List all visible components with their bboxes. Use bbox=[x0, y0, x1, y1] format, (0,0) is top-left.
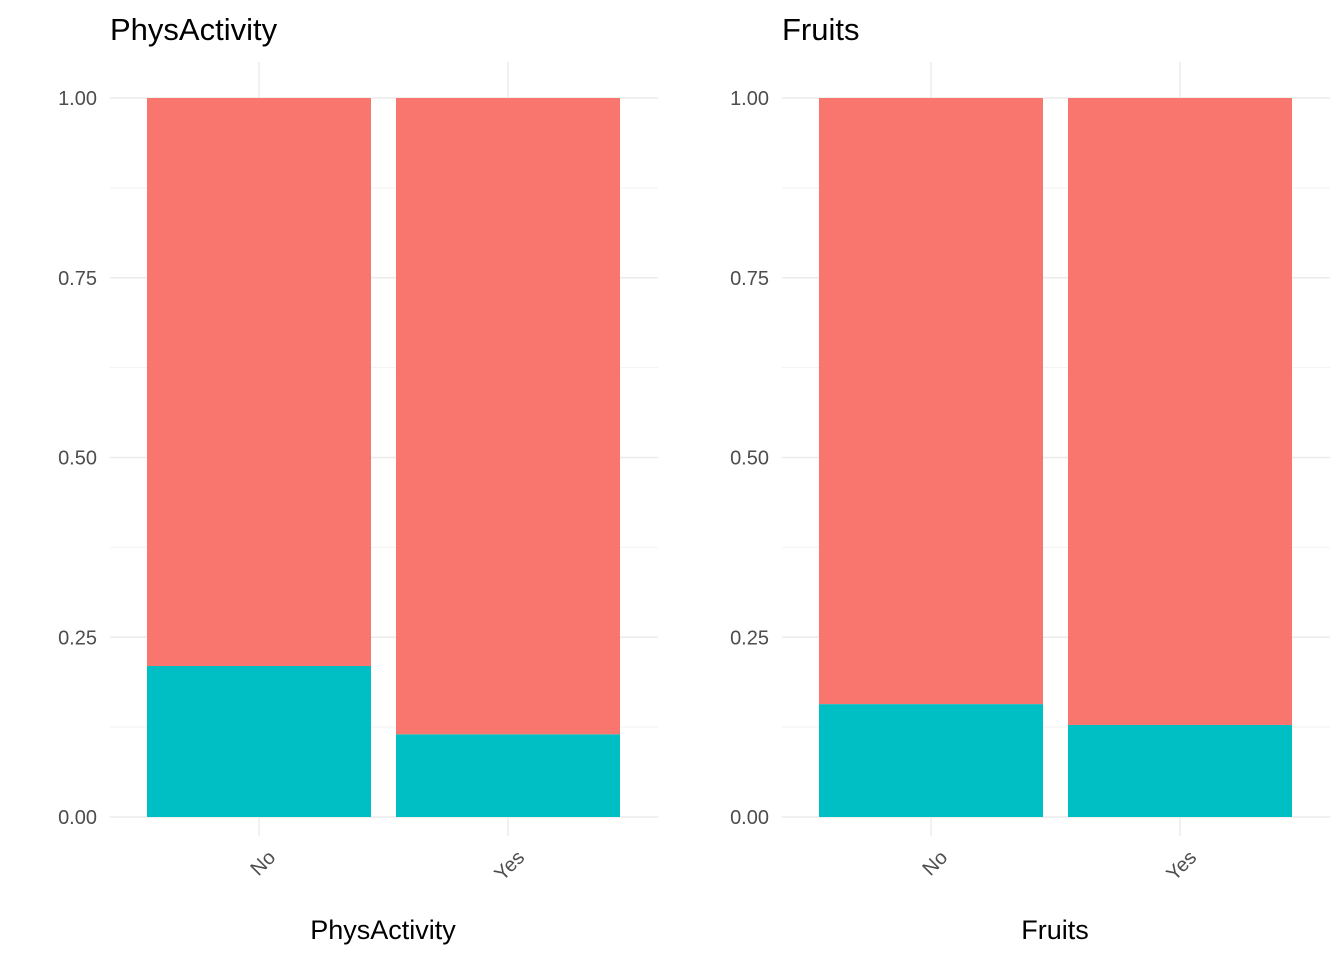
y-tick-label: 0.50 bbox=[730, 448, 769, 470]
y-tick-label: 0.75 bbox=[58, 268, 97, 290]
y-tick-label: 0.00 bbox=[58, 807, 97, 829]
panel-physactivity: 0.00 0.25 0.50 0.75 1.00 No Yes PhysActivity Phy… bbox=[58, 12, 658, 945]
bar-segment-yes-1 bbox=[1068, 98, 1292, 725]
bar-segment-no-1 bbox=[819, 98, 1043, 705]
bar-segment-no-0 bbox=[819, 704, 1043, 817]
y-tick-label: 1.00 bbox=[58, 88, 97, 110]
y-tick-label: 0.50 bbox=[58, 448, 97, 470]
bar-segment-yes-1 bbox=[396, 98, 620, 735]
x-tick-label: No bbox=[247, 847, 281, 881]
y-tick-label: 1.00 bbox=[730, 88, 769, 110]
bar-segment-no-0 bbox=[147, 666, 371, 817]
chart-title: Fruits bbox=[782, 12, 860, 47]
bar-segment-no-1 bbox=[147, 98, 371, 667]
x-tick-label: No bbox=[919, 847, 953, 881]
bar-segment-yes-0 bbox=[396, 734, 620, 817]
bar-segment-yes-0 bbox=[1068, 724, 1292, 817]
x-tick-label: Yes bbox=[491, 847, 530, 886]
x-tick-label: Yes bbox=[1163, 847, 1202, 886]
y-tick-label: 0.25 bbox=[58, 627, 97, 649]
x-axis-label: PhysActivity bbox=[310, 915, 456, 945]
y-tick-label: 0.75 bbox=[730, 268, 769, 290]
chart-title: PhysActivity bbox=[110, 12, 278, 47]
panel-fruits: 0.00 0.25 0.50 0.75 1.00 No Yes Fruits Fruits bbox=[730, 12, 1330, 945]
y-tick-label: 0.25 bbox=[730, 627, 769, 649]
y-tick-label: 0.00 bbox=[730, 807, 769, 829]
x-axis-label: Fruits bbox=[1021, 915, 1089, 945]
